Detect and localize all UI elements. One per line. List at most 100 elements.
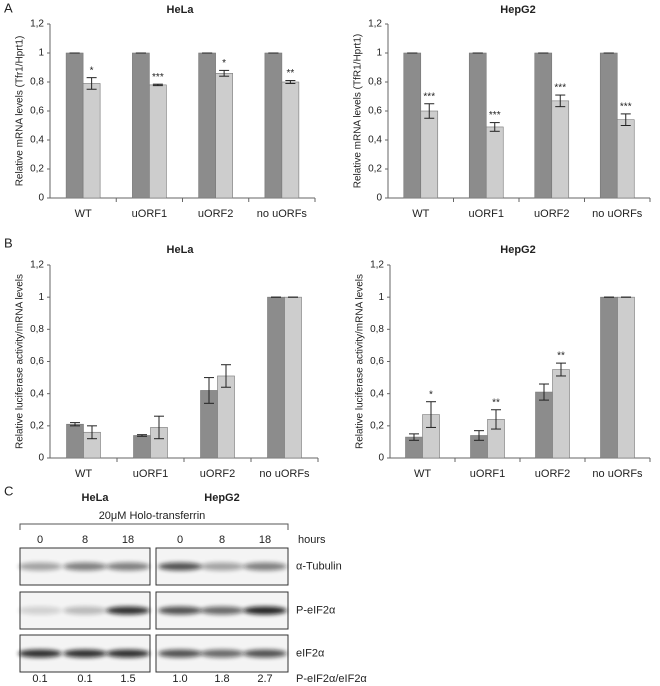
row-label: α-Tubulin — [296, 560, 342, 572]
bar — [617, 296, 635, 459]
band — [200, 649, 244, 658]
y-tick-label: 1 — [378, 292, 384, 303]
band — [200, 606, 244, 615]
bar — [552, 369, 570, 459]
lane-label: 8 — [82, 534, 88, 546]
bar — [468, 52, 487, 199]
x-tick-label: uORF1 — [133, 468, 168, 480]
y-tick-label: 0,6 — [368, 106, 382, 117]
y-tick-label: 1 — [38, 48, 44, 59]
error-bar — [489, 122, 500, 132]
error-bar — [424, 103, 435, 119]
y-tick-label: 0 — [376, 193, 382, 204]
band — [158, 606, 202, 615]
error-bar — [219, 69, 230, 77]
y-tick-label: 0 — [38, 453, 44, 464]
band — [106, 649, 150, 658]
y-axis-label: Relative mRNA levels (Tfr1/Hprt1) — [15, 36, 26, 187]
bar — [65, 52, 84, 199]
y-tick-label: 0 — [38, 193, 44, 204]
panel-label: A — [4, 0, 13, 15]
bar — [217, 375, 235, 459]
bar — [198, 52, 216, 199]
significance-label: * — [90, 65, 94, 76]
significance-label: *** — [554, 83, 566, 94]
x-tick-label: uORF1 — [469, 208, 504, 220]
panel-label: C — [4, 483, 13, 498]
y-tick-label: 1,2 — [30, 260, 44, 271]
significance-label: *** — [152, 72, 164, 83]
bar — [215, 73, 233, 199]
chart-title: HeLa — [167, 244, 195, 256]
x-tick-label: no uORFs — [592, 468, 643, 480]
y-tick-label: 0,6 — [370, 356, 384, 367]
y-tick-label: 0,6 — [30, 356, 44, 367]
cell-line: HeLa — [82, 492, 110, 504]
row-label: eIF2α — [296, 647, 325, 659]
y-axis-label: Relative luciferase activity/mRNA levels — [355, 274, 366, 449]
bar — [403, 52, 422, 199]
x-tick-label: uORF2 — [535, 468, 570, 480]
y-axis-label: Relative mRNA levels (TfR1/Hprt1) — [353, 34, 364, 188]
error-bar — [539, 383, 549, 401]
ratio: 1.8 — [214, 673, 229, 685]
significance-label: *** — [489, 110, 501, 121]
y-tick-label: 0,2 — [368, 164, 382, 175]
y-tick-label: 0,8 — [368, 77, 382, 88]
bar — [485, 126, 504, 199]
row-label: P-eIF2α — [296, 604, 336, 616]
x-tick-label: uORF1 — [470, 468, 505, 480]
chart-title: HepG2 — [500, 244, 535, 256]
error-bar — [137, 434, 147, 437]
bracket — [19, 523, 289, 530]
band — [106, 562, 150, 571]
x-tick-label: WT — [75, 208, 92, 220]
significance-label: * — [429, 389, 433, 400]
bar — [133, 435, 151, 459]
y-tick-label: 1,2 — [370, 260, 384, 271]
panel-label: B — [4, 235, 13, 250]
band — [63, 562, 107, 571]
band — [200, 562, 244, 571]
y-tick-label: 0,2 — [370, 420, 384, 431]
significance-label: ** — [492, 397, 500, 408]
significance-label: ** — [557, 351, 565, 362]
y-tick-label: 1,2 — [30, 19, 44, 30]
band — [63, 606, 107, 615]
significance-label: ** — [286, 68, 294, 79]
band — [158, 649, 202, 658]
x-tick-label: no uORFs — [592, 208, 643, 220]
y-tick-label: 0,4 — [370, 388, 384, 399]
error-bar — [620, 113, 631, 126]
x-tick-label: no uORFs — [257, 208, 308, 220]
x-tick-label: uORF2 — [198, 208, 233, 220]
bar — [600, 296, 618, 459]
bar — [267, 296, 285, 459]
cell-line: HepG2 — [204, 492, 239, 504]
y-tick-label: 0,8 — [30, 77, 44, 88]
bar — [616, 119, 635, 199]
band — [18, 606, 62, 615]
error-bar — [70, 422, 80, 427]
y-tick-label: 0,8 — [30, 324, 44, 335]
bar — [264, 52, 283, 199]
y-tick-label: 0 — [378, 453, 384, 464]
band — [63, 649, 107, 658]
bar — [132, 52, 150, 199]
ratio: 1.5 — [120, 673, 135, 685]
error-bar — [221, 364, 231, 388]
error-bar — [426, 401, 436, 428]
error-bar — [152, 83, 163, 87]
y-tick-label: 1 — [376, 48, 382, 59]
y-tick-label: 0,6 — [30, 106, 44, 117]
significance-label: *** — [423, 91, 435, 102]
x-tick-label: WT — [414, 468, 431, 480]
band — [243, 649, 287, 658]
band — [158, 562, 202, 571]
band — [243, 562, 287, 571]
lane-label: 18 — [122, 534, 134, 546]
y-tick-label: 0,2 — [30, 164, 44, 175]
bar — [149, 84, 167, 199]
bar — [420, 110, 439, 199]
